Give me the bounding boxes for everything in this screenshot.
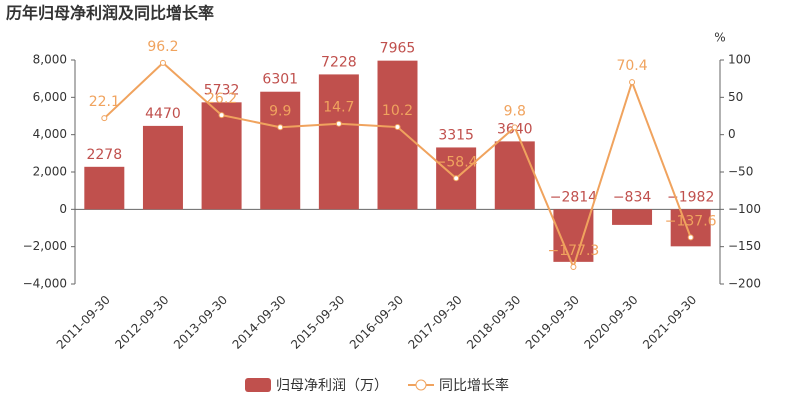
x-tick-label: 2013-09-30 xyxy=(171,293,230,352)
y-tick-label: −2,000 xyxy=(23,239,67,253)
line-point xyxy=(629,79,636,86)
y-tick-label: −4,000 xyxy=(23,277,67,291)
bar-value-label: 7228 xyxy=(321,54,357,70)
y-tick-label: 0 xyxy=(59,202,67,216)
x-tick-label: 2011-09-30 xyxy=(54,293,113,352)
bar-value-label: 3315 xyxy=(438,127,474,143)
y2-tick-label: 100 xyxy=(728,53,751,67)
bar xyxy=(494,141,535,210)
line-point xyxy=(159,59,166,66)
y2-tick-label: 50 xyxy=(728,90,743,104)
line-point xyxy=(394,124,401,131)
y2-tick-label: −100 xyxy=(728,202,761,216)
line-point xyxy=(335,120,342,127)
line-value-label: 10.2 xyxy=(382,103,413,119)
bar xyxy=(612,209,653,225)
y2-tick-label: 0 xyxy=(728,127,736,141)
line-point xyxy=(511,124,518,131)
line-value-label: 14.7 xyxy=(323,100,354,116)
bar xyxy=(377,60,418,210)
bar-value-label: 2278 xyxy=(86,147,122,163)
bar-value-label: 4470 xyxy=(145,106,181,122)
bar xyxy=(260,91,301,210)
y-tick-label: 6,000 xyxy=(33,90,67,104)
line-point xyxy=(101,115,108,122)
y2-tick-label: −150 xyxy=(728,239,761,253)
y2-tick-label: −200 xyxy=(728,277,761,291)
bar-value-label: 7965 xyxy=(380,41,416,57)
line-value-label: 70.4 xyxy=(616,58,647,74)
bar-value-label: −2814 xyxy=(550,189,597,205)
legend-label: 归母净利润（万） xyxy=(276,377,388,394)
line-value-label: 9.8 xyxy=(504,103,526,119)
x-tick-label: 2014-09-30 xyxy=(230,293,289,352)
y-tick-label: 8,000 xyxy=(33,53,67,67)
bar xyxy=(142,125,183,210)
line-value-label: 9.9 xyxy=(269,103,291,119)
y-tick-label: 4,000 xyxy=(33,127,67,141)
line-point xyxy=(277,124,284,131)
bar xyxy=(318,74,359,210)
line-value-label: −177.3 xyxy=(548,243,600,259)
y2-axis-unit: % xyxy=(714,31,725,45)
x-tick-label: 2021-09-30 xyxy=(640,293,699,352)
legend-label: 同比增长率 xyxy=(439,377,509,394)
line-value-label: 26.2 xyxy=(206,91,237,107)
x-tick-label: 2020-09-30 xyxy=(581,293,640,352)
x-tick-label: 2015-09-30 xyxy=(288,293,347,352)
line-value-label: −58.4 xyxy=(435,154,478,170)
bar-value-label: 6301 xyxy=(262,72,298,88)
line-point xyxy=(453,175,460,182)
bar-value-label: 5732 xyxy=(204,82,240,98)
x-tick-label: 2016-09-30 xyxy=(347,293,406,352)
bar xyxy=(201,102,242,210)
x-tick-label: 2012-09-30 xyxy=(112,293,171,352)
chart-title: 历年归母净利润及同比增长率 xyxy=(6,4,214,23)
line-value-label: 22.1 xyxy=(89,94,120,110)
x-tick-label: 2018-09-30 xyxy=(464,293,523,352)
bar-value-label: −834 xyxy=(613,189,652,205)
y2-tick-label: −50 xyxy=(728,165,753,179)
line-point xyxy=(570,264,577,271)
y-tick-label: 2,000 xyxy=(33,165,67,179)
bar-value-label: −1982 xyxy=(667,189,714,205)
x-tick-label: 2019-09-30 xyxy=(523,293,582,352)
line-point xyxy=(687,234,694,241)
bar xyxy=(84,166,125,210)
legend-swatch xyxy=(245,378,271,392)
x-tick-label: 2017-09-30 xyxy=(406,293,465,352)
line-value-label: 96.2 xyxy=(147,39,178,55)
legend-swatch-point xyxy=(415,379,427,391)
line-value-label: −137.6 xyxy=(665,213,717,229)
line-point xyxy=(218,112,225,119)
